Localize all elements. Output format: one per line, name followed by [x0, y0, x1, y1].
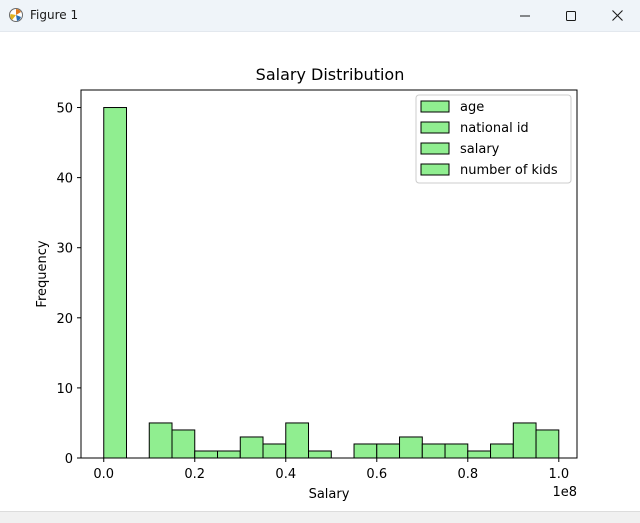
legend-label: age [460, 100, 484, 115]
histogram-bar [308, 450, 332, 459]
window-title: Figure 1 [30, 8, 79, 22]
x-tick-label: 0.8 [457, 467, 478, 482]
histogram-bar [444, 443, 469, 459]
histogram-bar [421, 443, 446, 459]
histogram-bar [399, 436, 423, 459]
histogram-bar [535, 429, 560, 459]
matplotlib-app-icon [9, 8, 23, 22]
histogram-bar [376, 443, 401, 459]
legend-swatch [420, 121, 450, 134]
x-tick-label: 0.6 [366, 467, 387, 482]
histogram-bar [353, 443, 378, 459]
x-tick-label: 0.2 [184, 467, 205, 482]
close-icon [611, 10, 623, 21]
y-tick-label: 50 [56, 102, 73, 117]
histogram-bars [103, 107, 560, 459]
x-tick-label: 0.4 [275, 467, 296, 482]
x-axis-ticks: 0.0 0.2 0.4 0.6 0.8 1.0 [93, 458, 569, 482]
x-axis-label: Salary [309, 487, 350, 502]
y-tick-label: 30 [56, 242, 73, 257]
minimize-button[interactable] [502, 0, 548, 31]
legend-swatch [420, 100, 450, 113]
legend: age national id salary number of kids [415, 94, 572, 184]
y-tick-label: 10 [56, 382, 73, 397]
histogram-bar [262, 443, 287, 459]
legend-swatch [420, 163, 450, 176]
histogram-bar [103, 107, 128, 459]
histogram-bar [148, 422, 173, 459]
legend-swatch [420, 142, 450, 155]
y-tick-label: 40 [56, 172, 73, 187]
maximize-button[interactable] [548, 0, 594, 31]
histogram-bar [194, 450, 219, 459]
x-tick-label: 0.0 [93, 467, 114, 482]
histogram-bar [217, 450, 241, 459]
chart-title: Salary Distribution [256, 65, 405, 84]
legend-label: number of kids [460, 163, 558, 178]
legend-label: salary [460, 142, 500, 157]
y-axis-ticks: 0 10 20 30 40 50 [56, 102, 81, 467]
histogram-bar [512, 422, 537, 459]
y-tick-label: 0 [65, 452, 73, 467]
histogram-bar [285, 422, 310, 459]
close-button[interactable] [594, 0, 640, 31]
histogram-chart: Salary Distribution 0.0 0.2 0.4 0.6 0.8 1.0 0… [35, 65, 578, 502]
y-tick-label: 20 [56, 312, 73, 327]
histogram-bar [239, 436, 264, 459]
axes-frame [80, 89, 578, 459]
y-axis-label: Frequency [35, 240, 50, 307]
x-tick-label: 1.0 [548, 467, 569, 482]
title-bar: Figure 1 [0, 0, 640, 32]
maximize-icon [566, 10, 576, 21]
x-axis-offset-label: 1e8 [552, 485, 577, 500]
legend-label: national id [460, 121, 529, 136]
figure-canvas: Salary Distribution 0.0 0.2 0.4 0.6 0.8 1.0 0… [0, 31, 640, 511]
histogram-bar [490, 443, 514, 459]
minimize-icon [520, 15, 530, 16]
status-bar [0, 511, 640, 523]
histogram-bar [467, 450, 492, 459]
legend-box [415, 94, 572, 184]
histogram-bar [171, 429, 196, 459]
